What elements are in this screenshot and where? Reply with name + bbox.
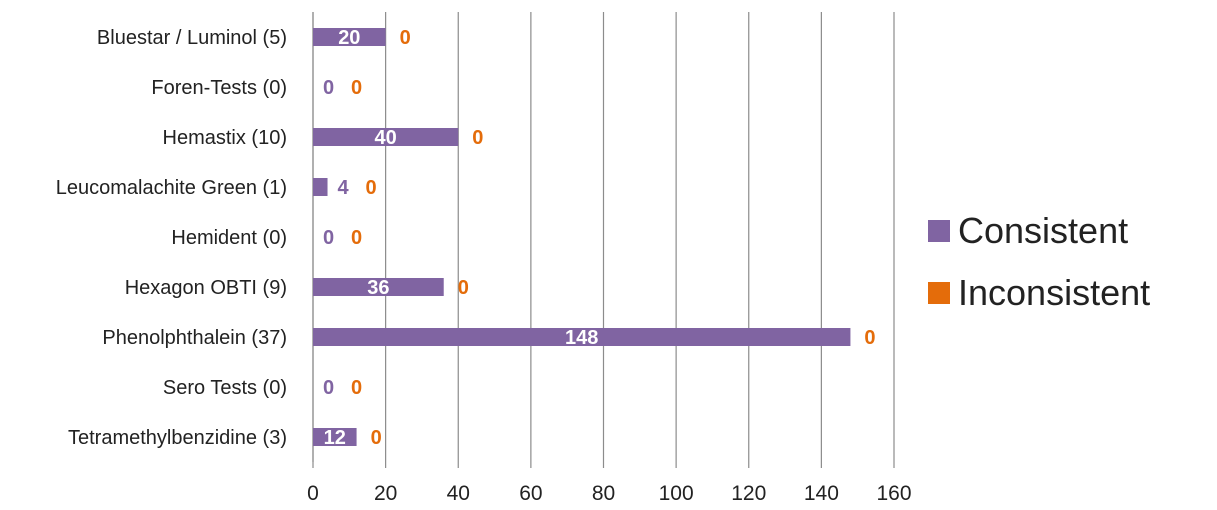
x-tick-label: 20 (374, 482, 397, 505)
legend-item-inconsistent: Inconsistent (928, 262, 1150, 324)
data-label-consistent: 0 (323, 227, 334, 249)
category-label: Hemastix (10) (163, 127, 287, 149)
data-label-inconsistent: 0 (400, 27, 411, 49)
data-label-inconsistent: 0 (351, 377, 362, 399)
data-label-consistent: 4 (338, 177, 350, 199)
data-label-inconsistent: 0 (458, 277, 469, 299)
x-tick-label: 120 (731, 482, 766, 505)
x-tick-label: 100 (659, 482, 694, 505)
legend: Consistent Inconsistent (928, 200, 1150, 324)
bar-consistent (313, 178, 328, 196)
legend-swatch-inconsistent (928, 282, 950, 304)
legend-item-consistent: Consistent (928, 200, 1150, 262)
data-label-inconsistent: 0 (366, 177, 377, 199)
category-label: Bluestar / Luminol (5) (97, 27, 287, 49)
x-tick-label: 160 (876, 482, 911, 505)
data-label-consistent: 20 (338, 27, 360, 49)
data-label-consistent: 12 (324, 427, 346, 449)
x-tick-label: 40 (447, 482, 470, 505)
bar-consistent (313, 278, 444, 296)
x-tick-label: 140 (804, 482, 839, 505)
category-label: Sero Tests (0) (163, 377, 287, 399)
legend-label-consistent: Consistent (958, 210, 1129, 251)
category-label: Hexagon OBTI (9) (125, 277, 287, 299)
data-label-consistent: 0 (323, 77, 334, 99)
data-label-inconsistent: 0 (864, 327, 875, 349)
category-label: Tetramethylbenzidine (3) (68, 427, 287, 449)
category-label: Hemident (0) (171, 227, 287, 249)
legend-label-inconsistent: Inconsistent (958, 272, 1151, 313)
x-tick-label: 80 (592, 482, 615, 505)
data-label-inconsistent: 0 (371, 427, 382, 449)
category-label: Phenolphthalein (37) (102, 327, 287, 349)
data-label-inconsistent: 0 (351, 227, 362, 249)
bar-consistent (313, 328, 851, 346)
bar-consistent (313, 428, 357, 446)
data-label-consistent: 0 (323, 377, 334, 399)
legend-swatch-consistent (928, 220, 950, 242)
category-label: Leucomalachite Green (1) (56, 177, 287, 199)
bar-consistent (313, 28, 386, 46)
bar-consistent (313, 128, 459, 146)
x-tick-label: 60 (519, 482, 542, 505)
data-label-inconsistent: 0 (472, 127, 483, 149)
data-label-consistent: 36 (367, 277, 389, 299)
data-label-consistent: 40 (375, 127, 397, 149)
category-label: Foren-Tests (0) (151, 77, 287, 99)
data-label-inconsistent: 0 (351, 77, 362, 99)
x-tick-label: 0 (307, 482, 319, 505)
data-label-consistent: 148 (565, 327, 598, 349)
